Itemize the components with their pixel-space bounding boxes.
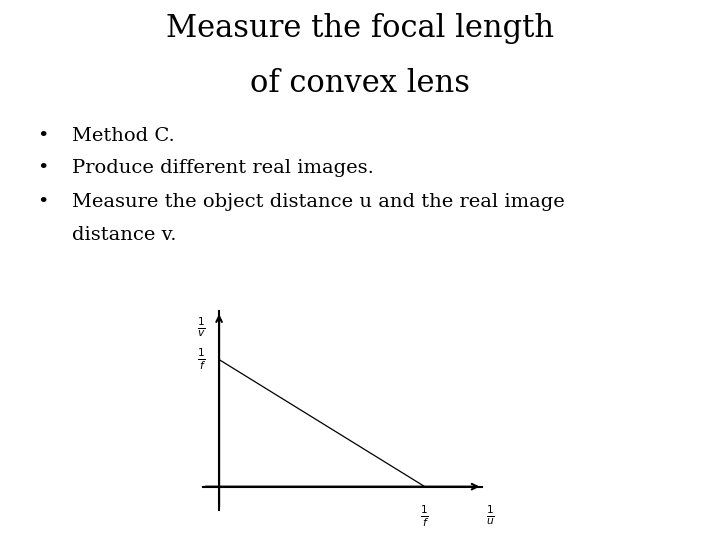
- Text: $\frac{1}{v}$: $\frac{1}{v}$: [197, 315, 206, 339]
- Text: Produce different real images.: Produce different real images.: [72, 159, 374, 177]
- Text: $\frac{1}{f}$: $\frac{1}{f}$: [197, 347, 206, 373]
- Text: $\frac{1}{f}$: $\frac{1}{f}$: [420, 503, 429, 529]
- Text: $\frac{1}{u}$: $\frac{1}{u}$: [486, 503, 495, 526]
- Text: Measure the focal length: Measure the focal length: [166, 14, 554, 44]
- Text: distance v.: distance v.: [72, 226, 176, 244]
- Text: •: •: [37, 193, 49, 211]
- Text: •: •: [37, 127, 49, 145]
- Text: Method C.: Method C.: [72, 127, 175, 145]
- Text: •: •: [37, 159, 49, 177]
- Text: of convex lens: of convex lens: [250, 68, 470, 98]
- Text: Measure the object distance u and the real image: Measure the object distance u and the re…: [72, 193, 564, 211]
